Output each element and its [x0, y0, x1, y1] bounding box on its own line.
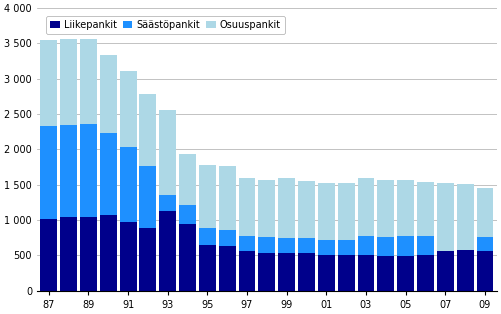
Bar — [457, 184, 473, 250]
Bar — [60, 217, 77, 291]
Bar — [199, 228, 216, 245]
Bar — [397, 180, 414, 236]
Bar — [159, 110, 176, 195]
Bar — [80, 39, 97, 124]
Bar — [476, 251, 493, 291]
Bar — [60, 39, 77, 125]
Bar — [238, 251, 256, 291]
Bar — [139, 166, 156, 228]
Bar — [179, 225, 196, 291]
Bar — [41, 219, 57, 291]
Bar — [159, 211, 176, 291]
Bar — [259, 237, 275, 253]
Bar — [100, 215, 117, 291]
Bar — [219, 246, 235, 291]
Bar — [318, 240, 335, 256]
Bar — [41, 126, 57, 219]
Bar — [437, 251, 454, 291]
Bar — [377, 256, 394, 291]
Bar — [338, 255, 355, 291]
Bar — [397, 236, 414, 256]
Bar — [259, 180, 275, 237]
Bar — [278, 238, 295, 253]
Bar — [179, 154, 196, 205]
Bar — [278, 178, 295, 238]
Bar — [179, 205, 196, 225]
Bar — [60, 125, 77, 217]
Bar — [298, 181, 315, 238]
Bar — [377, 237, 394, 256]
Bar — [338, 240, 355, 255]
Bar — [298, 253, 315, 291]
Bar — [318, 256, 335, 291]
Bar — [120, 71, 136, 147]
Bar — [259, 253, 275, 291]
Bar — [377, 180, 394, 237]
Bar — [199, 245, 216, 291]
Bar — [437, 183, 454, 251]
Bar — [417, 236, 434, 256]
Bar — [358, 178, 374, 236]
Bar — [278, 253, 295, 291]
Bar — [417, 181, 434, 236]
Bar — [298, 238, 315, 253]
Bar — [41, 40, 57, 126]
Bar — [238, 236, 256, 251]
Bar — [238, 178, 256, 236]
Bar — [100, 55, 117, 133]
Bar — [457, 250, 473, 291]
Bar — [476, 188, 493, 237]
Bar — [417, 256, 434, 291]
Bar — [219, 230, 235, 246]
Bar — [80, 124, 97, 217]
Bar — [358, 256, 374, 291]
Bar — [199, 165, 216, 228]
Bar — [100, 133, 117, 215]
Bar — [80, 217, 97, 291]
Bar — [139, 95, 156, 166]
Bar — [120, 147, 136, 222]
Bar — [476, 237, 493, 251]
Legend: Liikepankit, Säästöpankit, Osuuspankit: Liikepankit, Säästöpankit, Osuuspankit — [47, 16, 285, 34]
Bar — [159, 195, 176, 211]
Bar — [397, 256, 414, 291]
Bar — [318, 183, 335, 240]
Bar — [139, 228, 156, 291]
Bar — [219, 166, 235, 230]
Bar — [120, 222, 136, 291]
Bar — [358, 236, 374, 256]
Bar — [338, 183, 355, 240]
